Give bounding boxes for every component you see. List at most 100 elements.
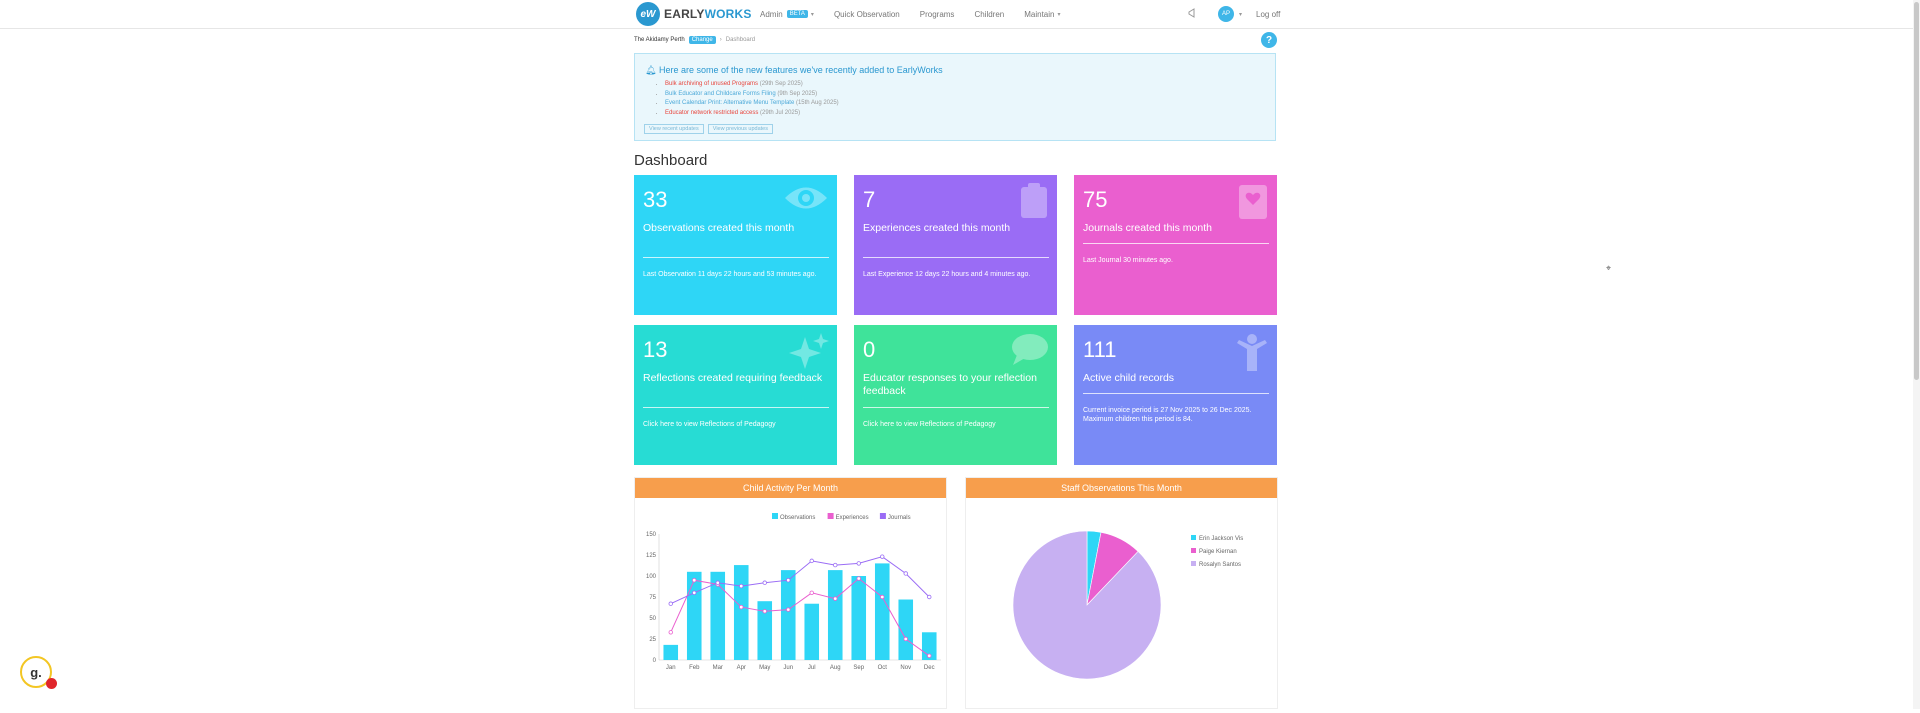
card-divider bbox=[863, 407, 1049, 408]
nav-admin-label: Admin bbox=[760, 9, 783, 19]
bar bbox=[733, 565, 749, 660]
card-divider bbox=[863, 257, 1049, 258]
card-footer[interactable]: Click here to view Reflections of Pedago… bbox=[863, 421, 996, 428]
legend-label: Paige Kiernan bbox=[1199, 549, 1237, 555]
line-point bbox=[880, 594, 885, 600]
card-value: 75 bbox=[1083, 187, 1108, 212]
line-point bbox=[739, 604, 744, 610]
line-point bbox=[668, 601, 673, 606]
y-tick-label: 25 bbox=[649, 637, 656, 643]
main-nav: Admin BETA ▾ Quick Observation Programs … bbox=[760, 0, 1081, 28]
child-activity-chart[interactable]: Observations Experiences Journals 0 25 50 75 10… bbox=[635, 498, 946, 708]
card-value: 111 bbox=[1083, 337, 1117, 362]
bar bbox=[757, 601, 773, 660]
card-footer[interactable]: Click here to view Reflections of Pedago… bbox=[643, 421, 776, 428]
line-point bbox=[809, 590, 814, 595]
bar bbox=[827, 570, 843, 660]
legend-swatch bbox=[1191, 561, 1196, 566]
change-org-button[interactable]: Change bbox=[688, 36, 716, 44]
help-button[interactable]: ? bbox=[1261, 32, 1277, 48]
book-icon bbox=[1239, 185, 1267, 219]
experiences-card[interactable]: 7 Experiences created this month Last Ex… bbox=[854, 175, 1057, 315]
line-point bbox=[739, 583, 744, 589]
avatar[interactable]: AP bbox=[1218, 6, 1234, 22]
top-navbar: eW EARLYWORKS Admin BETA ▾ Quick Observa… bbox=[0, 0, 1920, 29]
card-label: Educator responses to your reflection fe… bbox=[863, 372, 1037, 397]
sparkle-icon bbox=[789, 333, 829, 369]
x-tick-label: Mar bbox=[713, 665, 723, 671]
alert-title-text: Here are some of the new features we've … bbox=[658, 65, 943, 75]
feature-date: (29th Sep 2025) bbox=[759, 81, 803, 87]
educator-responses-card[interactable]: 0 Educator responses to your reflection … bbox=[854, 325, 1057, 465]
line-point bbox=[692, 590, 697, 595]
feature-link[interactable]: Bulk archiving of unused Programs bbox=[665, 81, 759, 87]
chevron-down-icon: ▾ bbox=[810, 11, 814, 18]
y-tick-label: 150 bbox=[646, 532, 657, 538]
legend-label: Experiences bbox=[836, 515, 869, 521]
nav-quick-observation[interactable]: Quick Observation bbox=[833, 9, 900, 19]
breadcrumb-org: The Akidamy Perth bbox=[634, 37, 685, 43]
scrollbar-thumb[interactable] bbox=[1914, 2, 1919, 380]
breadcrumb-current: Dashboard bbox=[725, 37, 756, 43]
chevron-down-icon: ▾ bbox=[1057, 11, 1061, 18]
list-item: Event Calendar Print: Alternative Menu T… bbox=[665, 99, 839, 109]
card-footer: Last Observation 11 days 22 hours and 53… bbox=[643, 271, 817, 278]
staff-observations-chart[interactable]: Erin Jackson Vis Paige Kiernan Rosalyn San… bbox=[966, 498, 1277, 708]
legend-swatch bbox=[827, 513, 834, 519]
eye-icon bbox=[785, 187, 827, 209]
line-point bbox=[856, 561, 861, 566]
nav-admin[interactable]: Admin BETA ▾ bbox=[760, 10, 814, 19]
nav-maintain[interactable]: Maintain ▾ bbox=[1024, 10, 1060, 19]
view-previous-updates-button[interactable]: View previous updates bbox=[707, 124, 773, 134]
nav-maintain-label: Maintain bbox=[1024, 9, 1055, 19]
feature-link[interactable]: Event Calendar Print: Alternative Menu T… bbox=[665, 100, 795, 106]
breadcrumb-separator: › bbox=[719, 37, 722, 43]
x-tick-label: May bbox=[759, 665, 770, 671]
bar bbox=[780, 570, 796, 660]
y-tick-label: 50 bbox=[649, 616, 656, 622]
feature-link[interactable]: Bulk Educator and Childcare Forms Filing bbox=[665, 90, 776, 97]
mouse-cursor-icon: ⌖ bbox=[1606, 263, 1612, 273]
card-label: Active child records bbox=[1083, 372, 1175, 384]
child-records-card[interactable]: 111 Active child records Current invoice… bbox=[1074, 325, 1277, 465]
observations-card[interactable]: 33 Observations created this month Last … bbox=[634, 175, 837, 315]
journals-card[interactable]: 75 Journals created this month Last Jour… bbox=[1074, 175, 1277, 315]
pie-slice bbox=[1012, 530, 1162, 680]
earlyworks-logo[interactable]: eW EARLYWORKS bbox=[636, 2, 752, 26]
x-tick-label: Jul bbox=[808, 665, 816, 671]
card-label: Observations created this month bbox=[643, 222, 795, 234]
x-tick-label: Jun bbox=[783, 665, 793, 671]
x-tick-label: Nov bbox=[900, 665, 911, 671]
reflections-card[interactable]: 13 Reflections created requiring feedbac… bbox=[634, 325, 837, 465]
bell-icon: 🔔︎ bbox=[645, 65, 657, 75]
nav-children[interactable]: Children bbox=[974, 9, 1005, 19]
card-value: 0 bbox=[863, 337, 876, 362]
card-footer: Last Journal 30 minutes ago. bbox=[1083, 257, 1173, 264]
megaphone-icon[interactable] bbox=[1188, 8, 1198, 20]
series-line bbox=[670, 577, 930, 657]
y-tick-label: 125 bbox=[646, 553, 657, 559]
line-point bbox=[668, 630, 673, 635]
line-point bbox=[833, 562, 838, 568]
child-activity-panel: Child Activity Per Month Observations Exp… bbox=[634, 477, 947, 709]
feature-link[interactable]: Educator network restricted access bbox=[665, 109, 759, 116]
grammarly-widget-button[interactable]: g. bbox=[20, 656, 57, 689]
card-divider bbox=[643, 257, 829, 258]
line-point bbox=[762, 580, 767, 585]
legend-swatch bbox=[772, 513, 778, 519]
bar bbox=[710, 571, 726, 660]
bar bbox=[898, 599, 914, 660]
feature-date: (29th Jul 2025) bbox=[760, 109, 801, 116]
line-point bbox=[856, 576, 861, 581]
x-tick-label: Feb bbox=[689, 665, 700, 671]
line-point bbox=[762, 609, 767, 614]
logo-text: EARLYWORKS bbox=[664, 7, 752, 21]
logoff-link[interactable]: Log off bbox=[1256, 9, 1281, 19]
staff-observations-panel: Staff Observations This Month Erin Jacks… bbox=[965, 477, 1278, 709]
nav-programs[interactable]: Programs bbox=[919, 9, 955, 19]
x-tick-label: Apr bbox=[737, 665, 746, 671]
chevron-down-icon[interactable]: ▾ bbox=[1239, 11, 1243, 18]
chart-title: Child Activity Per Month bbox=[635, 478, 946, 498]
view-recent-updates-button[interactable]: View recent updates bbox=[644, 124, 704, 134]
x-tick-label: Oct bbox=[878, 665, 888, 671]
